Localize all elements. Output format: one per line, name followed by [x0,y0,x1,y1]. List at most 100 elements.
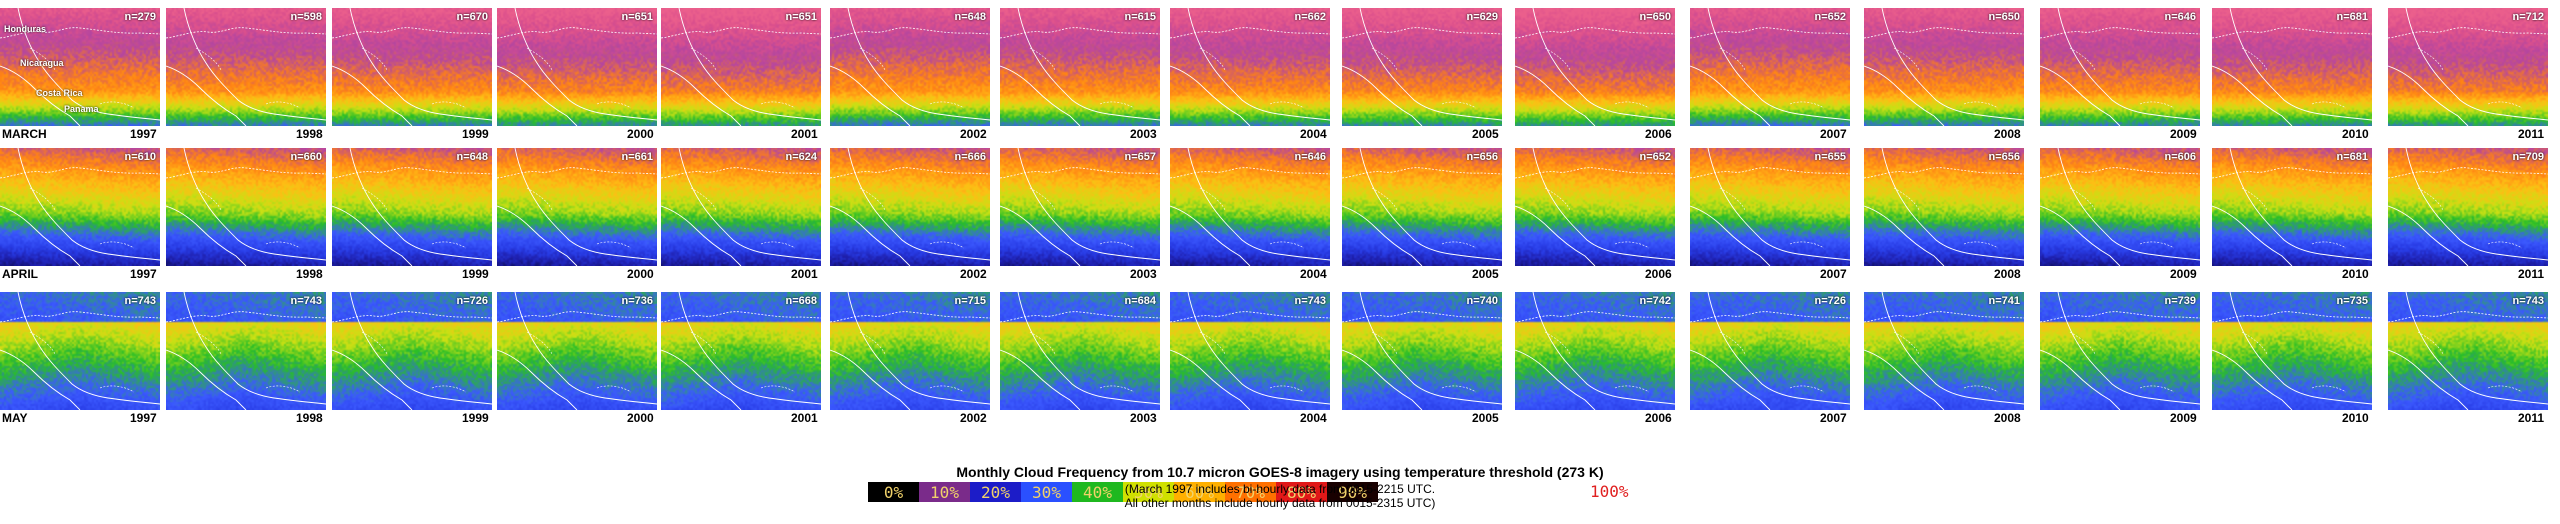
coastline-overlay [0,292,160,410]
sample-count-label: n=648 [456,151,489,163]
cloud-map-panel: n=660 [166,148,326,266]
coastline-overlay [1170,292,1330,410]
sample-count-label: n=740 [1466,295,1499,307]
year-label: 2006 [1645,411,1672,425]
sample-count-label: n=629 [1466,11,1499,23]
cloud-map-panel: n=726 [332,292,492,410]
cloud-map-panel: n=681 [2212,8,2372,126]
coastline-overlay [332,292,492,410]
year-label: 2003 [1130,411,1157,425]
cloud-map-panel: n=709 [2388,148,2548,266]
year-label: 2008 [1994,267,2021,281]
country-label: Honduras [4,24,47,34]
year-label: 1997 [130,127,157,141]
sample-count-label: n=735 [2336,295,2369,307]
legend-label-100: 100% [1590,482,1629,501]
year-label: 2008 [1994,127,2021,141]
year-label: 2011 [2518,127,2545,141]
year-label: 2011 [2518,267,2545,281]
year-label: 2000 [627,411,654,425]
sample-count-label: n=660 [290,151,323,163]
cloud-map-panel: n=651 [497,8,657,126]
cloud-frequency-panel-grid: MARCH n=279 Honduras Nicaragua Costa Rica Pan… [0,8,2548,425]
coastline-overlay [1690,292,1850,410]
sample-count-label: n=656 [1466,151,1499,163]
coastline-overlay [1000,292,1160,410]
cloud-map-panel: n=715 [830,292,990,410]
sample-count-label: n=598 [290,11,323,23]
year-label: 1997 [130,411,157,425]
caption-line-1: (March 1997 includes bi-hourly data from… [1124,482,1436,496]
year-label: 1997 [130,267,157,281]
cloud-map-panel: n=743 [1170,292,1330,410]
year-label: 2005 [1472,127,1499,141]
legend-swatch: 70% [1225,482,1276,502]
cloud-map-panel: n=646 [1170,148,1330,266]
sample-count-label: n=610 [124,151,157,163]
year-label: 2002 [960,411,987,425]
coastline-overlay [1170,8,1330,126]
coastline-overlay [1690,8,1850,126]
cloud-map-panel: n=743 [0,292,160,410]
sample-count-label: n=742 [1639,295,1672,307]
coastline-overlay [0,148,160,266]
cloud-map-panel: n=652 [1515,148,1675,266]
cloud-map-panel: n=651 [661,8,821,126]
coastline-overlay [1342,292,1502,410]
year-label: 1999 [462,411,489,425]
coastline-overlay [2388,8,2548,126]
legend-swatch: 10% [919,482,970,502]
year-label: 2009 [2170,411,2197,425]
cloud-map-panel: n=606 [2040,148,2200,266]
cloud-map-panel: n=736 [497,292,657,410]
coastline-overlay [2212,292,2372,410]
year-label: 2006 [1645,267,1672,281]
cloud-map-panel: n=657 [1000,148,1160,266]
year-label: 2007 [1820,267,1847,281]
year-label: 1998 [296,267,323,281]
cloud-map-panel: n=739 [2040,292,2200,410]
coastline-overlay [1342,148,1502,266]
year-label: 1999 [462,267,489,281]
legend-swatch: 90% [1327,482,1378,502]
sample-count-label: n=646 [2164,11,2197,23]
coastline-overlay [661,8,821,126]
coastline-overlay [830,148,990,266]
sample-count-label: n=656 [1988,151,2021,163]
coastline-overlay [0,8,160,126]
sample-count-label: n=743 [2512,295,2545,307]
cloud-map-panel: n=712 [2388,8,2548,126]
cloud-map-panel: n=624 [661,148,821,266]
coastline-overlay [661,292,821,410]
sample-count-label: n=668 [785,295,818,307]
cloud-map-panel: n=666 [830,148,990,266]
year-label: 2007 [1820,411,1847,425]
cloud-map-panel: n=650 [1864,8,2024,126]
sample-count-label: n=650 [1639,11,1672,23]
coastline-overlay [2040,8,2200,126]
sample-count-label: n=650 [1988,11,2021,23]
year-label: 2010 [2342,127,2369,141]
cloud-map-panel: n=655 [1690,148,1850,266]
sample-count-label: n=743 [290,295,323,307]
cloud-map-panel: n=684 [1000,292,1160,410]
coastline-overlay [2388,292,2548,410]
cloud-map-panel: n=615 [1000,8,1160,126]
year-label: 1998 [296,411,323,425]
year-label: 2004 [1300,267,1327,281]
cloud-map-panel: n=646 [2040,8,2200,126]
sample-count-label: n=662 [1294,11,1327,23]
coastline-overlay [1515,292,1675,410]
color-legend: 0% 10% 20% 30% 40% 50% 60% 70% 80% 90% [868,482,1378,502]
year-label: 2005 [1472,411,1499,425]
sample-count-label: n=709 [2512,151,2545,163]
cloud-map-panel: n=648 [830,8,990,126]
year-label: 2001 [791,267,818,281]
legend-swatch: 40% [1072,482,1123,502]
sample-count-label: n=741 [1988,295,2021,307]
cloud-map-panel: n=670 [332,8,492,126]
legend-swatch: 30% [1021,482,1072,502]
year-label: 2009 [2170,127,2197,141]
sample-count-label: n=651 [621,11,654,23]
sample-count-label: n=666 [954,151,987,163]
